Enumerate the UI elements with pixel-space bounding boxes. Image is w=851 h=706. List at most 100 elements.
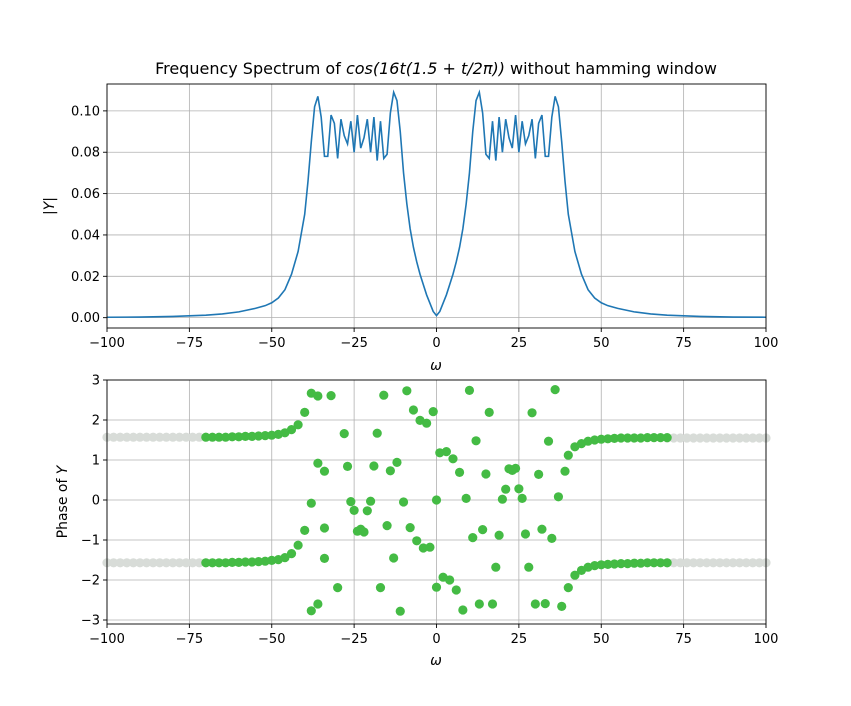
- phase-point: [207, 432, 218, 442]
- phase-point: [346, 497, 356, 507]
- phase-point: [603, 559, 613, 570]
- phase-background-point: [122, 432, 132, 442]
- phase-point: [428, 407, 438, 417]
- phase-background-point: [115, 558, 125, 568]
- phase-background-point: [682, 433, 692, 443]
- phase-background-point: [148, 558, 158, 568]
- phase-background-point: [741, 433, 751, 443]
- phase-point: [201, 432, 211, 442]
- phase-point: [609, 559, 620, 569]
- phase-point: [543, 436, 554, 446]
- phase-point: [313, 458, 323, 468]
- phase-point: [319, 553, 330, 564]
- magnitude-xtick-label: 50: [593, 336, 610, 351]
- phase-background-point: [708, 558, 718, 568]
- phase-ytick-label: 1: [92, 454, 100, 469]
- phase-point: [448, 454, 458, 464]
- phase-point: [563, 450, 573, 460]
- phase-background-point: [728, 433, 738, 443]
- phase-ytick-label: −2: [81, 574, 100, 589]
- phase-background-point: [735, 433, 745, 443]
- phase-ytick-label: −3: [81, 614, 100, 629]
- phase-point: [359, 527, 369, 537]
- phase-point: [623, 433, 633, 443]
- magnitude-ytick-label: 0.10: [71, 104, 100, 119]
- phase-point: [445, 575, 455, 585]
- phase-point: [662, 433, 672, 443]
- phase-point: [389, 553, 399, 563]
- phase-point: [402, 386, 412, 396]
- phase-point: [629, 558, 639, 568]
- phase-point: [524, 562, 534, 572]
- phase-ytick-label: 3: [92, 374, 100, 389]
- phase-background-point: [115, 432, 125, 442]
- phase-background-point: [194, 432, 204, 442]
- phase-background-point: [188, 558, 198, 568]
- phase-point: [474, 599, 484, 609]
- phase-point: [306, 606, 316, 616]
- phase-point: [563, 583, 573, 593]
- phase-point: [369, 461, 379, 471]
- phase-background-point: [155, 558, 165, 568]
- phase-background-point: [141, 558, 152, 568]
- phase-point: [362, 506, 372, 516]
- phase-point: [398, 497, 409, 507]
- phase-point: [487, 599, 498, 609]
- phase-ylabel: Phase of Y: [55, 464, 71, 538]
- phase-point: [514, 484, 524, 494]
- phase-background-point: [708, 433, 718, 443]
- phase-background-point: [108, 432, 119, 442]
- phase-point: [300, 525, 310, 536]
- phase-background-point: [682, 558, 692, 568]
- phase-point: [382, 521, 392, 531]
- phase-point: [319, 466, 330, 476]
- phase-background-point: [181, 558, 191, 568]
- phase-xtick-label: 50: [593, 632, 610, 647]
- phase-point: [221, 432, 231, 442]
- magnitude-xtick-label: 100: [754, 336, 779, 351]
- phase-point: [372, 428, 382, 438]
- phase-background-point: [748, 558, 758, 568]
- phase-ticks: −100 −75 −50 −25 0 25 50 75 100 −3 −2 −1 0 1 2 3: [81, 374, 779, 648]
- phase-point: [629, 433, 639, 443]
- phase-point: [286, 549, 297, 559]
- phase-point: [497, 494, 507, 504]
- phase-point: [623, 559, 633, 569]
- phase-background-point: [188, 432, 198, 442]
- phase-point: [636, 433, 646, 443]
- phase-background-point: [669, 433, 679, 443]
- phase-point: [431, 495, 442, 505]
- phase-point: [441, 447, 451, 457]
- phase-point: [464, 385, 475, 395]
- phase-point: [221, 558, 231, 568]
- phase-point: [655, 558, 666, 568]
- magnitude-plot: −100 −75 −50 −25 0 25 50 75 100 0.00 0.02 0.04 0.06 0…: [42, 83, 779, 374]
- phase-background-point: [741, 558, 751, 568]
- phase-point: [247, 557, 257, 567]
- phase-background-point: [161, 558, 171, 568]
- phase-background-point: [194, 558, 204, 568]
- phase-background-point: [168, 432, 178, 442]
- phase-point: [392, 457, 402, 467]
- phase-point: [300, 407, 310, 417]
- phase-background-point: [128, 432, 138, 442]
- phase-xlabel: ω: [430, 653, 442, 669]
- phase-point: [547, 533, 557, 544]
- title-formula: cos(16t(1.5 + t/2π)): [346, 59, 505, 78]
- phase-point: [520, 529, 531, 539]
- magnitude-ytick-label: 0.06: [71, 187, 100, 202]
- phase-background-point: [141, 432, 152, 442]
- phase-background-point: [735, 558, 745, 568]
- phase-point: [286, 425, 297, 435]
- phase-point: [649, 433, 659, 443]
- magnitude-series-line: [106, 89, 767, 319]
- phase-background-point: [728, 558, 738, 568]
- magnitude-ytick-label: 0.00: [71, 311, 100, 326]
- phase-point: [408, 405, 419, 415]
- magnitude-ytick-label: 0.04: [71, 228, 100, 243]
- phase-point: [293, 540, 303, 550]
- phase-background-point: [108, 558, 119, 568]
- magnitude-xtick-label: 25: [511, 336, 528, 351]
- phase-point: [375, 583, 386, 593]
